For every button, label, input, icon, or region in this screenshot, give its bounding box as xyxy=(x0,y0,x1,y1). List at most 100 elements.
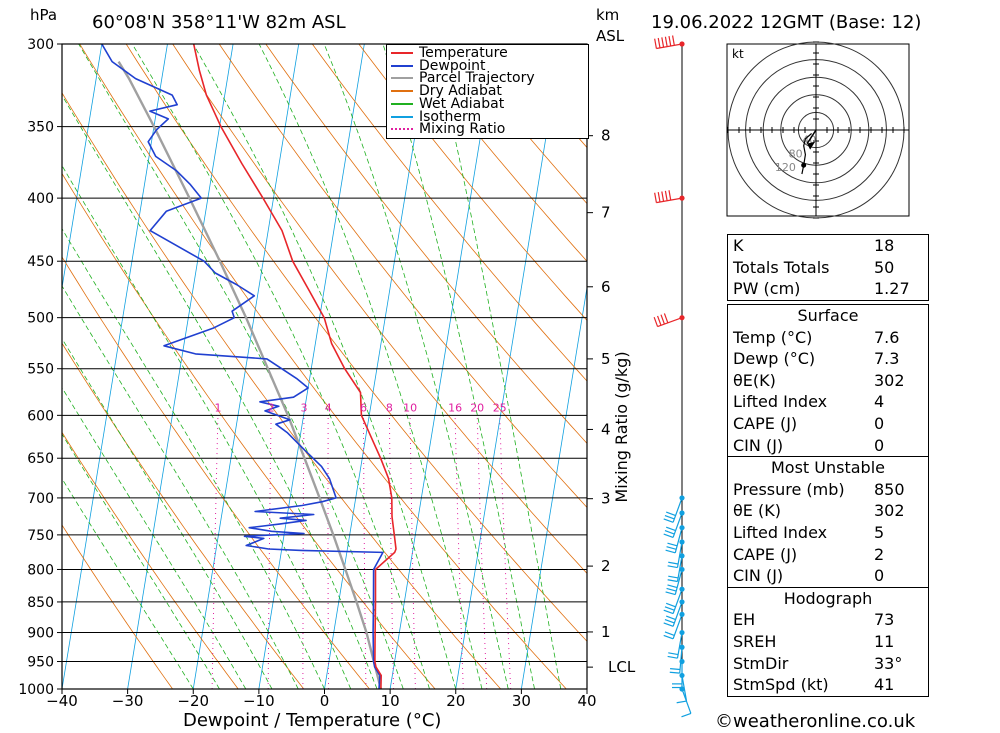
isotherm-line xyxy=(192,44,300,689)
wind-barb xyxy=(657,317,683,328)
mixing-ratio-line xyxy=(476,415,488,689)
wind-barb-feather xyxy=(667,655,678,659)
storm-motion-arrowhead xyxy=(807,141,816,150)
km-label: km xyxy=(596,6,620,24)
wind-barb-feather xyxy=(665,602,676,608)
wind-barb xyxy=(656,43,683,50)
legend-label: Dry Adiabat xyxy=(419,83,502,100)
wind-barb xyxy=(676,632,683,659)
legend-item: Dewpoint xyxy=(391,57,486,74)
wind-level-dot xyxy=(679,539,685,545)
wind-level-dot xyxy=(679,553,685,559)
hodograph-point xyxy=(801,162,807,168)
mixing-ratio-label: 10 xyxy=(403,401,417,414)
wind-barb xyxy=(672,588,683,614)
mixing-ratio-line xyxy=(499,415,512,689)
wind-barb xyxy=(656,197,683,204)
wind-level-dot xyxy=(679,686,685,692)
wind-barb xyxy=(672,512,683,538)
km-tick-label: 6 xyxy=(601,278,611,296)
wind-barb-feather xyxy=(667,579,678,583)
km-tick-label: 8 xyxy=(601,127,611,145)
wind-barb-feather xyxy=(665,591,676,596)
isotherm-line xyxy=(62,44,103,291)
surface-row: θE(K) 302 xyxy=(733,370,905,390)
mixing-ratio-label: 25 xyxy=(493,401,507,414)
km-tick-label: LCL xyxy=(608,658,636,676)
series-temperature xyxy=(192,44,397,689)
legend-item: Wet Adiabat xyxy=(391,95,505,112)
index-row-k: K 18 xyxy=(733,236,895,255)
wind-level-dot xyxy=(679,195,685,201)
dry-adiabat-line xyxy=(311,44,587,382)
legend-label: Dewpoint xyxy=(419,57,486,74)
surface-row: CAPE (J) 0 xyxy=(733,413,885,433)
mu-row: θE (K) 302 xyxy=(733,501,905,521)
wind-barb-feather xyxy=(654,38,657,49)
mixing-ratio-label: 16 xyxy=(448,401,462,414)
wind-barb-feather xyxy=(664,631,675,636)
wind-barb xyxy=(681,688,692,714)
km-tick-label: 4 xyxy=(601,420,611,438)
y-tick-label: 300 xyxy=(27,37,54,53)
km-tick-label: 1 xyxy=(601,623,611,641)
wind-barb-feather xyxy=(670,668,681,671)
wind-barb-feather xyxy=(676,700,687,704)
mu-row: CIN (J) 0 xyxy=(733,566,885,586)
y-tick-label: 700 xyxy=(27,491,54,507)
index-row-pw: PW (cm) 1.27 xyxy=(733,279,910,299)
wind-level-dot xyxy=(679,629,685,636)
wind-barb xyxy=(672,614,683,640)
mu-row: CAPE (J) 2 xyxy=(733,544,885,564)
hodograph-ring-label: 80 xyxy=(789,147,803,160)
wind-barb-feather xyxy=(668,561,679,565)
wind-barb-feather xyxy=(663,634,674,640)
mixing-ratio-label: 1 xyxy=(215,401,222,414)
wind-barb-feather xyxy=(667,584,678,589)
wind-level-dot xyxy=(679,495,685,501)
wind-barb-feather xyxy=(664,190,668,201)
isotherm-line xyxy=(389,44,496,689)
wind-barb xyxy=(672,497,683,523)
wind-barb-feather xyxy=(657,192,661,203)
mixing-ratio-label: 20 xyxy=(470,401,484,414)
x-axis-title: Dewpoint / Temperature (°C) xyxy=(183,710,442,731)
wind-level-dot xyxy=(679,586,685,592)
mixing-ratio-label: 8 xyxy=(386,401,393,414)
mixing-ratio-line xyxy=(327,415,329,689)
x-tick-label: 30 xyxy=(512,692,531,710)
wind-barb-feather xyxy=(663,533,674,539)
wind-barb-feather xyxy=(663,609,674,615)
series-dewpoint xyxy=(101,44,384,689)
hodo-row: StmDir 33° xyxy=(733,653,903,673)
wind-level-dot xyxy=(679,510,685,516)
surface-title: Surface xyxy=(797,306,859,325)
x-tick-label: −40 xyxy=(46,692,78,710)
hodograph-ring-label: 120 xyxy=(775,161,796,174)
km-tick-label: 5 xyxy=(601,350,611,368)
wind-barb-feather xyxy=(667,565,678,569)
indices-table: K 18 Totals Totals 50 PW (cm) 1.27 xyxy=(727,234,929,301)
wind-barb-feather xyxy=(654,192,657,203)
legend-label: Wet Adiabat xyxy=(419,95,505,112)
dry-adiabat-line xyxy=(358,44,587,321)
mixing-ratio-line xyxy=(211,415,219,689)
wind-barb-feather xyxy=(665,615,676,621)
wind-barb-feather xyxy=(661,191,665,202)
legend-label: Isotherm xyxy=(419,108,482,125)
surface-row: Dewp (°C) 7.3 xyxy=(733,349,900,369)
wind-barb-feather xyxy=(653,316,659,327)
isotherm-line xyxy=(258,44,365,689)
series-parcel-trajectory xyxy=(117,60,383,689)
isotherm-line xyxy=(62,44,168,689)
hodograph-stats-title: Hodograph xyxy=(728,586,928,610)
wind-level-dot xyxy=(679,315,685,321)
dry-adiabat-line xyxy=(62,524,173,689)
wind-level-dot xyxy=(679,41,685,47)
copyright[interactable]: ©weatheronline.co.uk xyxy=(715,711,916,732)
y-tick-label: 900 xyxy=(27,626,54,642)
dry-adiabat-line xyxy=(265,44,587,444)
wet-adiabat-line xyxy=(62,94,378,689)
wind-level-dot xyxy=(679,525,685,531)
